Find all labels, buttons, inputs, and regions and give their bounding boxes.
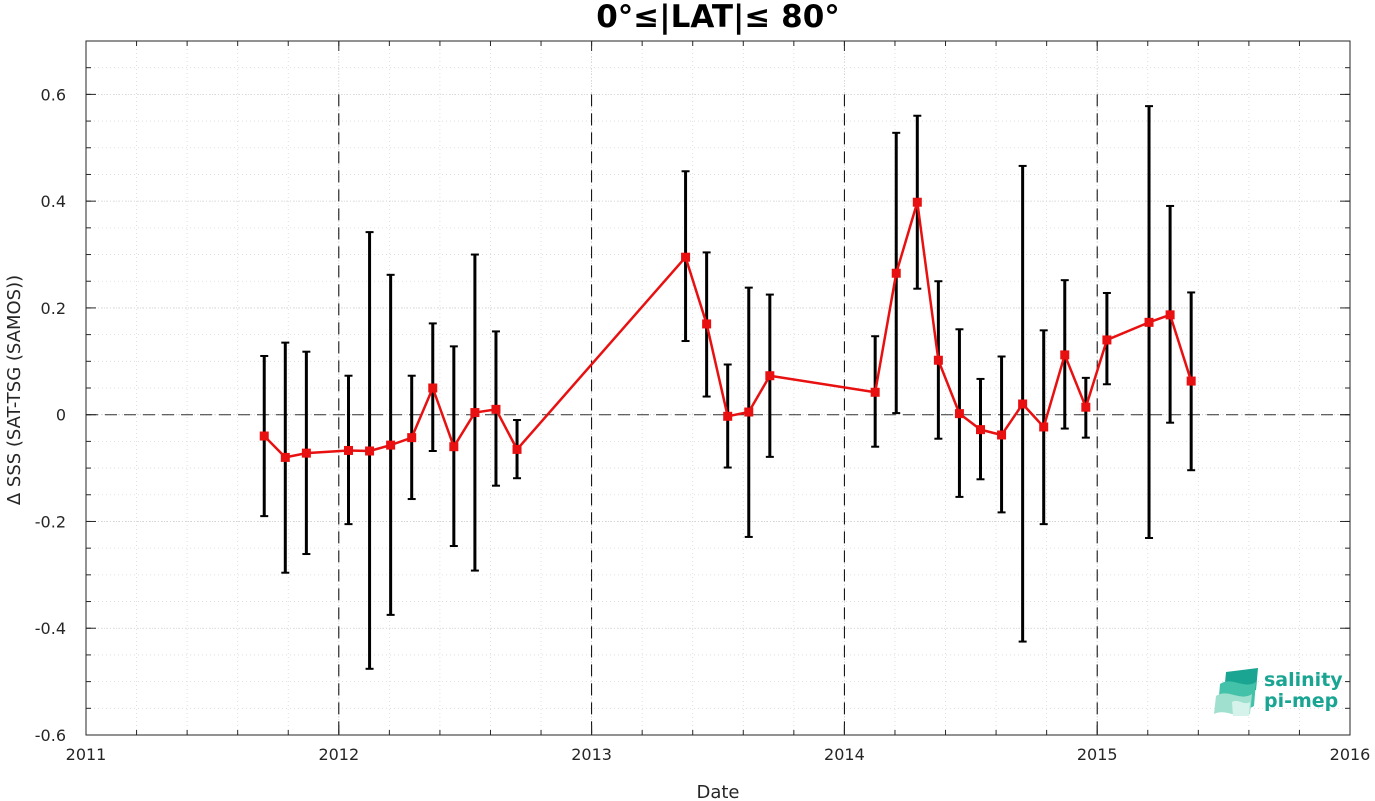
x-tick-label: 2011: [66, 745, 107, 764]
data-point: [681, 252, 691, 262]
data-point: [449, 442, 459, 452]
markers: [259, 197, 1196, 462]
data-point: [491, 404, 501, 414]
data-point: [1165, 310, 1175, 320]
data-point: [702, 319, 712, 329]
data-point: [1102, 335, 1112, 345]
data-point: [365, 446, 375, 456]
data-point: [1081, 402, 1091, 412]
data-point: [723, 411, 733, 421]
y-tick-label: 0: [56, 406, 66, 425]
data-point: [470, 408, 480, 418]
data-point: [744, 407, 754, 417]
x-tick-labels: 2011 2012 2013 2014 2015 2016: [66, 745, 1371, 764]
logo-text-salinity: salinity: [1264, 669, 1343, 691]
chart-title: 0°≤|LAT|≤ 80°: [596, 0, 840, 35]
y-tick-label: 0.2: [41, 299, 66, 318]
data-point: [912, 197, 922, 207]
data-point: [954, 409, 964, 419]
data-point: [1018, 399, 1028, 409]
data-point: [407, 433, 417, 443]
data-point: [1060, 350, 1070, 360]
data-point: [344, 445, 354, 455]
logo-wave-icon: [1214, 668, 1258, 716]
data-point: [280, 452, 290, 462]
data-point: [765, 371, 775, 381]
y-tick-label: 0.4: [41, 192, 66, 211]
data-point: [512, 444, 522, 454]
y-tick-labels: -0.6 -0.4 -0.2 0 0.2 0.4 0.6: [35, 85, 66, 745]
data-point: [386, 440, 396, 450]
y-tick-label: -0.4: [35, 619, 66, 638]
data-point: [1039, 422, 1049, 432]
data-point: [933, 355, 943, 365]
y-axis-label: Δ SSS (SAT-TSG (SAMOS)): [4, 275, 25, 505]
data-point: [997, 430, 1007, 440]
data-point: [976, 425, 986, 435]
data-point: [259, 431, 269, 441]
salinity-pimep-logo: salinity pi-mep: [1214, 668, 1343, 716]
x-tick-label: 2014: [824, 745, 865, 764]
data-point: [1144, 317, 1154, 327]
reference-lines: [86, 94, 1350, 735]
x-tick-label: 2012: [318, 745, 359, 764]
x-tick-label: 2015: [1077, 745, 1118, 764]
data-point: [870, 387, 880, 397]
data-point: [891, 268, 901, 278]
y-tick-label: -0.2: [35, 512, 66, 531]
x-axis-label: Date: [696, 782, 739, 801]
data-point: [428, 383, 438, 393]
ticks: [85, 40, 1351, 736]
data-point: [1186, 376, 1196, 386]
grid: [85, 40, 1351, 736]
x-tick-label: 2016: [1330, 745, 1371, 764]
data-point: [301, 448, 311, 458]
y-tick-label: 0.6: [41, 85, 66, 104]
logo-text-pimep: pi-mep: [1264, 690, 1338, 712]
y-tick-label: -0.6: [35, 726, 66, 745]
x-tick-label: 2013: [571, 745, 612, 764]
